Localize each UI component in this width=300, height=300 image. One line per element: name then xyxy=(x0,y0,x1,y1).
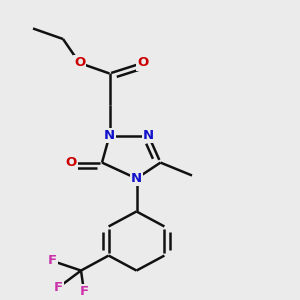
Text: N: N xyxy=(131,172,142,185)
Text: O: O xyxy=(66,156,77,169)
Text: F: F xyxy=(54,281,63,294)
Text: N: N xyxy=(104,129,115,142)
Text: O: O xyxy=(137,56,148,70)
Text: N: N xyxy=(143,129,154,142)
Text: F: F xyxy=(48,254,57,268)
Text: O: O xyxy=(74,56,85,70)
Text: F: F xyxy=(80,285,88,298)
